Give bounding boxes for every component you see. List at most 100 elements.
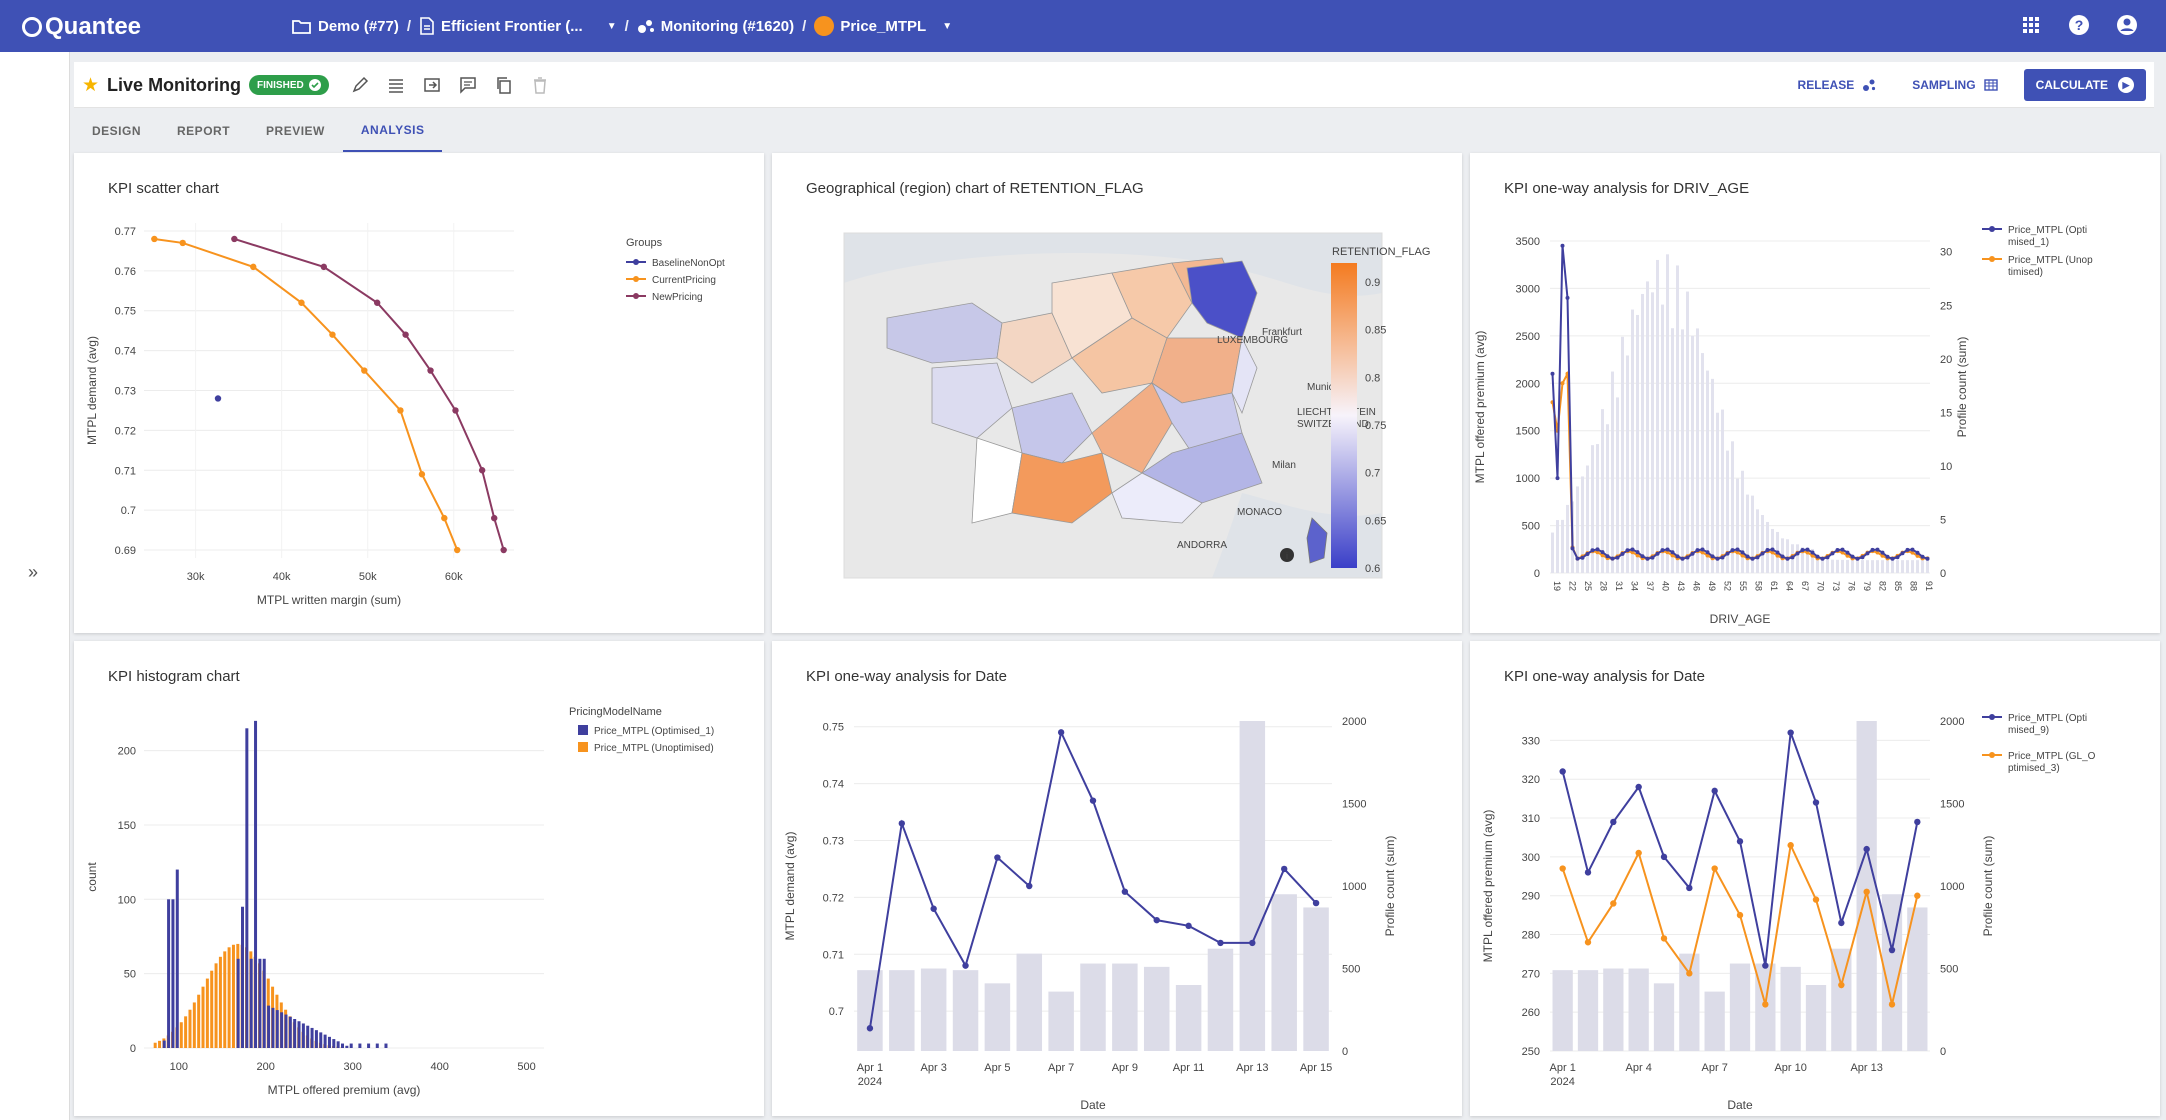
legend-entry-label: mised_9)	[2008, 725, 2049, 736]
count-bar	[1606, 424, 1609, 573]
legend-entry-label: Price_MTPL (GL_O	[2008, 751, 2096, 762]
count-bar	[1816, 558, 1819, 573]
y-tick-label: 300	[1522, 852, 1540, 864]
user-account-icon[interactable]	[2116, 14, 2138, 36]
breadcrumb-monitoring[interactable]: Monitoring (#1620)	[637, 18, 794, 35]
hist-bar	[293, 1019, 297, 1048]
release-button[interactable]: RELEASE	[1788, 70, 1887, 100]
edit-pencil-icon[interactable]	[351, 76, 369, 94]
count-bar	[1826, 559, 1829, 573]
hist-bar	[367, 1043, 371, 1048]
count-bar	[1811, 548, 1814, 573]
data-point	[491, 514, 498, 522]
data-point	[1715, 556, 1720, 561]
y-axis-title: MTPL offered premium (avg)	[1481, 810, 1495, 963]
x-tick-label: 34	[1630, 581, 1640, 591]
tab-analysis[interactable]: ANALYSIS	[342, 110, 443, 152]
x-tick-label: 300	[344, 1061, 362, 1073]
breadcrumb-project[interactable]: Demo (#77)	[292, 18, 399, 35]
data-point	[1770, 550, 1775, 555]
data-point	[1755, 555, 1760, 560]
map-region	[1306, 517, 1328, 564]
hist-bar	[214, 963, 218, 1048]
breadcrumb-model[interactable]: Efficient Frontier (... ▼	[419, 17, 617, 35]
x-tick-label: 91	[1924, 581, 1934, 591]
hist-bar	[258, 958, 262, 1048]
status-badge-label: FINISHED	[257, 79, 304, 91]
tab-design[interactable]: DESIGN	[92, 124, 142, 138]
kpi-scatter-chart: 0.69 0.7 0.71 0.72 0.73 0.74 0.75 0.76 0.77 30k 40…	[85, 223, 725, 607]
data-point	[1905, 547, 1910, 552]
colorbar-tick-label: 0.85	[1365, 325, 1386, 337]
data-point	[1550, 371, 1555, 376]
y-tick-label: 0.72	[823, 892, 844, 904]
map-place-label: ANDORRA	[1177, 540, 1227, 551]
tab-report[interactable]: REPORT	[177, 124, 231, 138]
data-point	[1920, 554, 1925, 559]
panel-title: KPI one-way analysis for Date	[1504, 668, 1705, 685]
data-point	[402, 331, 409, 338]
delete-icon[interactable]	[531, 76, 549, 94]
apps-grid-icon[interactable]	[2020, 14, 2042, 36]
hist-bar	[205, 978, 209, 1048]
comment-icon[interactable]	[459, 76, 477, 94]
count-bar	[1831, 948, 1852, 1051]
favorite-star-icon[interactable]: ★	[82, 74, 100, 96]
count-bar	[1616, 397, 1619, 573]
count-bar	[1856, 721, 1877, 1051]
data-point	[1740, 553, 1745, 558]
data-point	[1855, 556, 1860, 561]
data-point	[1595, 550, 1600, 555]
y-tick-label: 3500	[1516, 236, 1540, 248]
map-place-label: LUXEMBOURG	[1217, 335, 1288, 346]
data-point	[151, 235, 158, 243]
page-title: Live Monitoring	[107, 74, 242, 95]
y-axis-title: MTPL demand (avg)	[783, 832, 797, 941]
date-demand-panel: 0.7 0.71 0.72 0.73 0.74 0.75 0 500 1000 1500 2000 A…	[772, 641, 1462, 1116]
calculate-button[interactable]: CALCULATE ▶	[2023, 69, 2146, 101]
play-circle-icon: ▶	[2118, 77, 2134, 93]
data-point	[478, 467, 486, 474]
data-point	[1026, 882, 1033, 890]
count-bar	[1576, 486, 1579, 573]
import-icon[interactable]	[423, 76, 441, 94]
hist-bar	[375, 1043, 379, 1048]
help-icon[interactable]: ?	[2068, 14, 2090, 36]
count-bar	[1666, 254, 1669, 573]
y-tick-label: 260	[1522, 1007, 1540, 1019]
count-bar	[1916, 560, 1919, 573]
count-bar	[1552, 970, 1573, 1051]
expand-sidebar-icon[interactable]: »	[28, 562, 39, 582]
chevron-down-icon[interactable]: ▼	[606, 20, 617, 32]
x-tick-label: 500	[517, 1061, 535, 1073]
top-actions: ?	[2020, 14, 2138, 36]
data-point	[1089, 797, 1097, 804]
y2-tick-label: 500	[1342, 964, 1360, 976]
data-point	[1765, 548, 1770, 553]
colorbar-title: RETENTION_FLAG	[1332, 246, 1430, 258]
sampling-button-label: SAMPLING	[1912, 78, 1976, 92]
app-logo[interactable]: Quantee	[22, 13, 141, 41]
y2-axis-title: Profile count (sum)	[1981, 836, 1995, 937]
chevron-down-icon[interactable]: ▼	[942, 20, 953, 32]
tab-preview[interactable]: PREVIEW	[266, 124, 325, 138]
x-tick-label: 19	[1552, 581, 1562, 591]
breadcrumb-price[interactable]: Price_MTPL ▼	[814, 16, 952, 36]
data-point	[1810, 553, 1815, 558]
count-bar	[1551, 532, 1554, 573]
document-icon	[420, 17, 434, 35]
sampling-button[interactable]: SAMPLING	[1902, 70, 2007, 100]
count-bar	[1621, 336, 1624, 573]
data-point	[1635, 553, 1640, 558]
hist-bar	[175, 869, 179, 1048]
data-point	[231, 235, 238, 243]
data-point	[1885, 554, 1890, 559]
count-bar	[1741, 470, 1744, 573]
copy-icon[interactable]	[495, 76, 513, 94]
count-bar	[1143, 966, 1170, 1051]
count-bar	[1626, 355, 1629, 573]
count-bar	[952, 970, 979, 1051]
y-tick-label: 0	[130, 1043, 136, 1055]
data-point	[1838, 981, 1845, 989]
list-icon[interactable]	[387, 76, 405, 94]
